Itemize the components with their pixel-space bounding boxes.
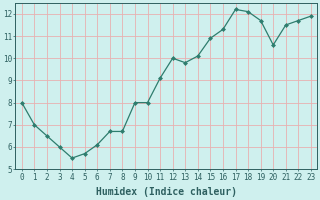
X-axis label: Humidex (Indice chaleur): Humidex (Indice chaleur) [96, 187, 237, 197]
